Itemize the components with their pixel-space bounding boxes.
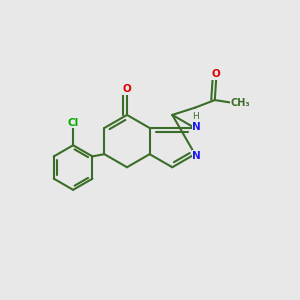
- Text: O: O: [212, 69, 221, 79]
- Text: N: N: [192, 151, 201, 160]
- Text: H: H: [192, 112, 199, 121]
- Text: Cl: Cl: [68, 118, 79, 128]
- Text: CH₃: CH₃: [231, 98, 250, 108]
- Text: O: O: [123, 84, 131, 94]
- Text: N: N: [192, 122, 201, 131]
